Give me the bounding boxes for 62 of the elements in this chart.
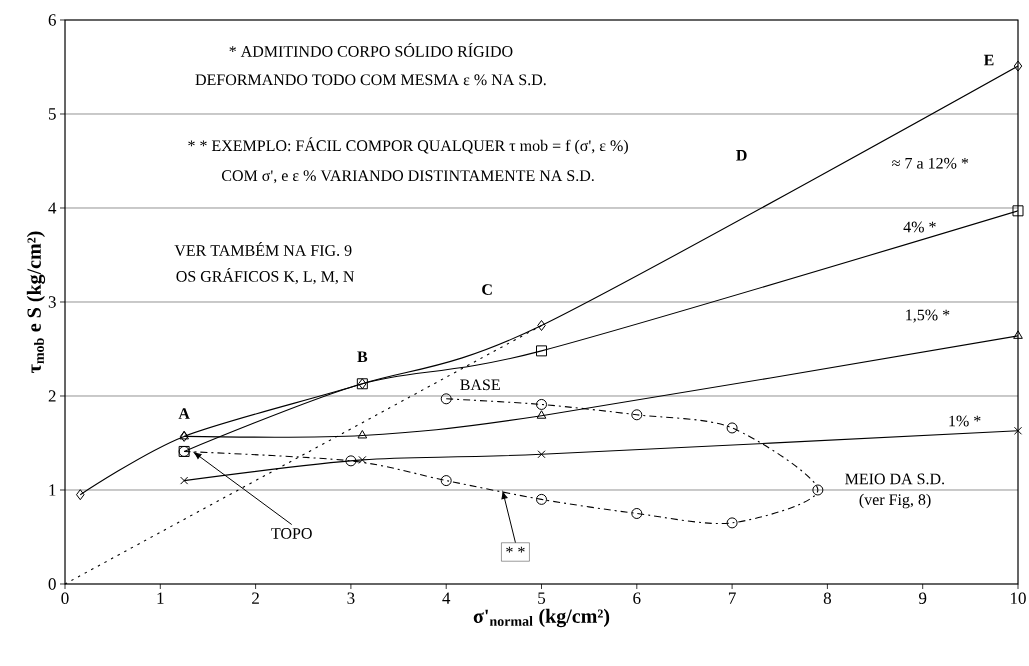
annotation: * * — [506, 546, 525, 553]
point — [1013, 330, 1023, 339]
annotation: BASE — [460, 379, 500, 391]
annotation: DEFORMANDO TODO COM MESMA ε % NA S.D. — [195, 74, 546, 86]
x-tick-label: 2 — [252, 592, 259, 604]
point — [537, 450, 546, 459]
point — [1013, 426, 1023, 435]
x-tick-label: 10 — [1010, 592, 1026, 604]
x-tick-label: 3 — [347, 592, 355, 604]
point — [631, 507, 643, 519]
y-tick-label: 6 — [48, 14, 56, 26]
point — [537, 319, 546, 331]
annotation: * * EXEMPLO: FÁCIL COMPOR QUALQUER τ mob = f (σ', ε %) — [188, 137, 628, 155]
annotation: A — [178, 408, 190, 419]
point — [1013, 60, 1023, 72]
annotation: * ADMITINDO CORPO SÓLIDO RÍGIDO — [229, 42, 513, 57]
y-tick-label: 2 — [48, 390, 56, 402]
point — [440, 393, 452, 405]
x-tick-label: 9 — [919, 592, 927, 604]
point — [536, 410, 547, 419]
annotation: COM σ', e ε % VARIANDO DISTINTAMENTE NA S.D. — [221, 170, 594, 184]
point — [180, 476, 189, 485]
annotation: OS GRÁFICOS K, L, M, N — [176, 267, 355, 285]
y-tick-label: 3 — [48, 296, 56, 308]
y-tick-label: 5 — [48, 108, 56, 120]
series-label: 1,5% * — [906, 309, 950, 323]
y-tick-label: 0 — [48, 578, 56, 590]
point — [358, 455, 367, 464]
x-tick-label: 4 — [442, 592, 451, 604]
point — [1012, 205, 1024, 217]
annotation: VER TAMBÉM NA FIG. 9 — [174, 242, 352, 256]
x-tick-label: 1 — [157, 592, 164, 604]
point — [76, 489, 85, 501]
annotation: TOPO — [271, 528, 312, 539]
annotation: D — [736, 150, 747, 161]
y-tick-label: 1 — [49, 484, 56, 496]
point — [345, 455, 357, 467]
series-label: 4% * — [903, 221, 936, 233]
point — [631, 409, 643, 421]
annotation: B — [357, 351, 368, 363]
point — [536, 493, 547, 505]
point — [726, 422, 738, 434]
point — [440, 475, 452, 487]
y-tick-label: 4 — [48, 202, 57, 214]
series-label: ≈ 7 a 12% * — [892, 157, 969, 169]
x-tick-label: 7 — [728, 592, 736, 604]
point — [536, 345, 547, 357]
x-tick-label: 0 — [61, 592, 69, 604]
point — [812, 484, 824, 496]
series-label: 1% * — [949, 415, 981, 427]
y-axis-title: τ$_{mob}$ e S (kg/cm²) — [26, 231, 46, 373]
annotation: C — [482, 284, 492, 295]
point — [536, 398, 547, 410]
x-axis-title: σ'$_{normal}$ (kg/cm²) — [473, 608, 610, 628]
point — [726, 517, 738, 529]
point — [357, 429, 368, 439]
x-tick-label: 6 — [633, 592, 641, 604]
annotation: MEIO DA S.D. — [845, 473, 945, 485]
annotation: (ver Fig, 8) — [859, 493, 931, 509]
x-tick-label: 5 — [538, 592, 546, 604]
annotation: E — [983, 54, 994, 66]
x-tick-label: 8 — [823, 592, 832, 604]
